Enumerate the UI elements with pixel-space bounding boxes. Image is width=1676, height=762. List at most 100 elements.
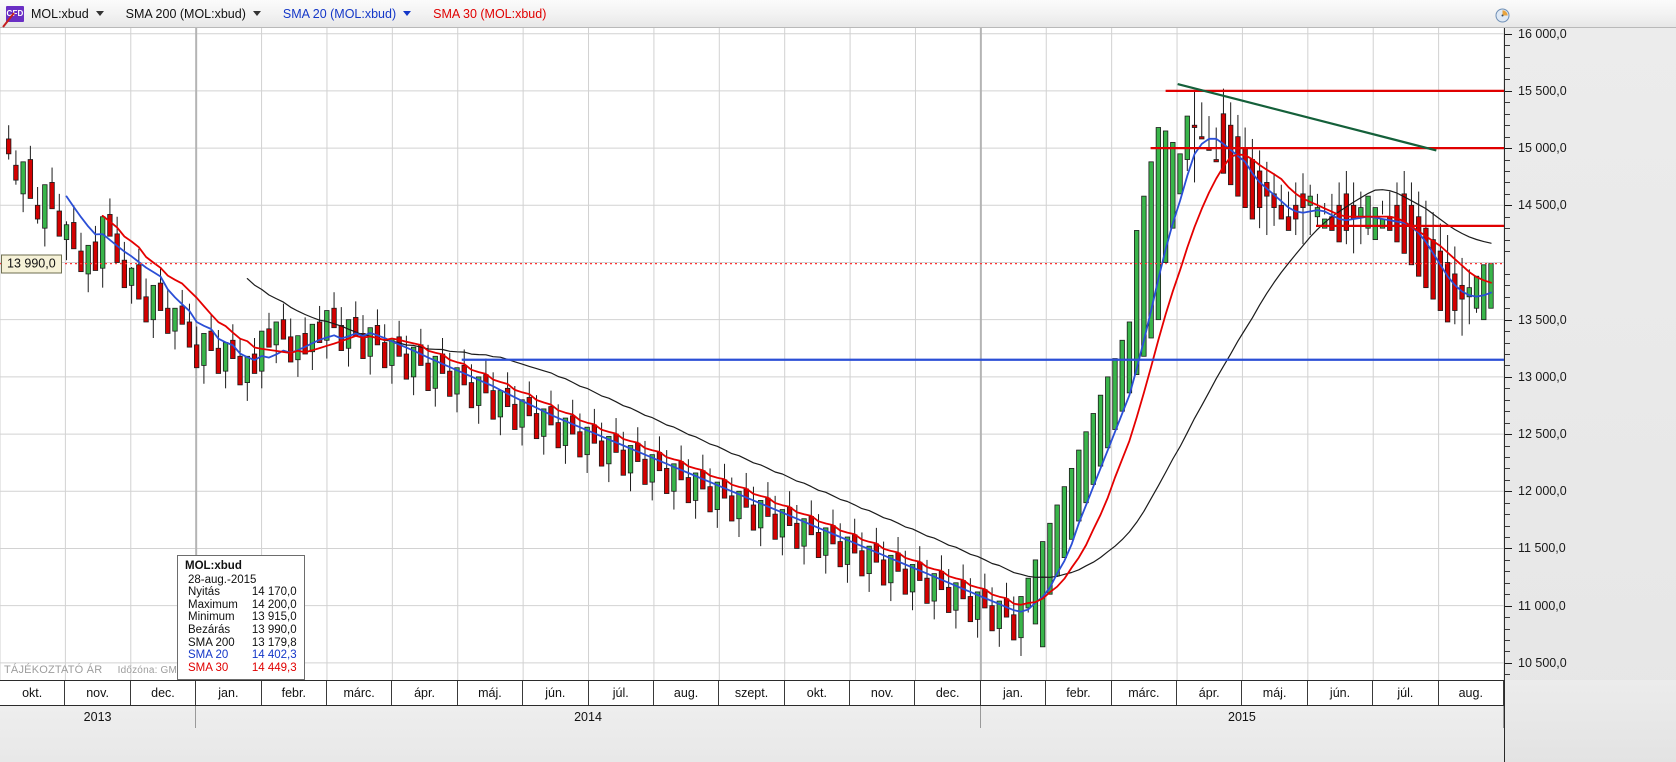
candle-body xyxy=(533,413,540,440)
candle-body xyxy=(6,138,12,155)
price-axis-minor-tick xyxy=(1505,674,1510,676)
candle-body xyxy=(1387,216,1393,231)
price-axis-minor-tick xyxy=(1505,617,1510,619)
candle-body xyxy=(1054,504,1060,577)
candle-body xyxy=(1336,204,1342,243)
chevron-down-icon[interactable] xyxy=(403,11,412,16)
candle-body xyxy=(476,376,482,406)
candle-body xyxy=(324,310,330,341)
candle-body xyxy=(627,445,634,474)
price-axis-minor-tick xyxy=(1505,628,1510,630)
candle-body xyxy=(1191,124,1198,128)
candle-body xyxy=(714,481,720,510)
candle-body xyxy=(121,259,128,289)
candle-body xyxy=(996,600,1002,629)
candle-body xyxy=(1322,218,1328,229)
month-label: okt. xyxy=(785,681,851,705)
symbol-selector[interactable]: CFD MOL:xbud xyxy=(6,5,104,22)
candle-body xyxy=(230,339,236,359)
price-axis-minor-tick xyxy=(1505,68,1510,70)
candle-body xyxy=(649,454,655,483)
current-price-flag: 13 990,0 xyxy=(1,254,62,274)
price-axis-minor-tick xyxy=(1505,136,1510,138)
month-label: okt. xyxy=(0,681,66,705)
candle-body xyxy=(1452,273,1458,311)
candle-body xyxy=(1358,207,1364,218)
candle-body xyxy=(20,161,26,195)
candle-body xyxy=(880,559,887,586)
price-axis-minor-tick xyxy=(1505,559,1510,561)
candle-body xyxy=(1278,204,1284,220)
candle-body xyxy=(946,586,952,613)
month-label: aug. xyxy=(654,681,720,705)
indicator-sma200[interactable]: SMA 200 (MOL:xbud) xyxy=(126,7,261,21)
quote-info-box: MOL:xbud 28-aug.-2015 Nyitás 14 170,0 Maxi… xyxy=(177,555,305,681)
quote-row: SMA 30 14 449,3 xyxy=(185,662,297,675)
candle-body xyxy=(1090,413,1096,485)
clock-icon[interactable] xyxy=(1495,8,1510,23)
month-label: jan. xyxy=(981,681,1047,705)
candle-body xyxy=(685,477,692,504)
candle-body xyxy=(909,564,916,593)
year-label: 2014 xyxy=(196,706,981,728)
candle-body xyxy=(259,330,265,372)
candle-body xyxy=(1314,207,1321,218)
candle-body xyxy=(620,449,626,476)
candle-body xyxy=(461,365,467,386)
quote-row: SMA 20 14 402,3 xyxy=(185,649,297,662)
candle-body xyxy=(237,355,243,386)
candle-body xyxy=(447,370,453,397)
candle-body xyxy=(1365,195,1371,229)
quote-row: Bezárás 13 990,0 xyxy=(185,624,297,637)
price-axis-minor-tick xyxy=(1505,422,1510,424)
time-axis[interactable]: okt. nov. dec. jan. febr. márc. ápr. máj. jún. jú… xyxy=(0,680,1504,762)
indicator-sma30-label: SMA 30 (MOL:xbud) xyxy=(433,6,547,21)
indicator-sma30[interactable]: SMA 30 (MOL:xbud) xyxy=(433,7,546,21)
annotation-trend-line[interactable] xyxy=(1177,82,1437,152)
candle-body xyxy=(1408,204,1415,266)
candle-body xyxy=(1228,124,1234,186)
candle-body xyxy=(1256,170,1263,208)
price-axis[interactable]: 16 000,0 15 500,0 15 000,0 14 500,0 13 500,0… xyxy=(1504,0,1676,762)
candle-body xyxy=(902,568,908,595)
axis-corner xyxy=(1504,680,1676,762)
candle-body xyxy=(201,333,207,366)
candle-body xyxy=(692,472,699,501)
price-axis-minor-tick xyxy=(1505,159,1510,161)
candle-body xyxy=(215,347,222,374)
candle-body xyxy=(360,333,366,359)
month-label: júl. xyxy=(1373,681,1439,705)
candle-body xyxy=(1473,275,1480,309)
candle-body xyxy=(794,522,800,549)
candle-body xyxy=(541,408,547,437)
candle-body xyxy=(512,403,518,430)
candle-body xyxy=(222,342,229,372)
candle-body xyxy=(403,353,410,380)
candle-body xyxy=(367,327,373,357)
price-axis-minor-tick xyxy=(1505,79,1510,81)
price-axis-minor-tick xyxy=(1505,251,1510,253)
indicator-sma20[interactable]: SMA 20 (MOL:xbud) xyxy=(283,7,412,21)
quote-row-key: Maximum xyxy=(188,598,238,611)
candle-body xyxy=(92,241,99,271)
candle-body xyxy=(801,518,807,547)
chevron-down-icon[interactable] xyxy=(252,11,261,16)
price-axis-minor-tick xyxy=(1505,45,1510,47)
symbol-label: MOL:xbud xyxy=(31,6,89,21)
quote-row-key: SMA 30 xyxy=(188,661,229,674)
candle-body xyxy=(42,184,48,229)
timezone-text: Időzóna: GMT xyxy=(117,665,184,676)
price-axis-minor-tick xyxy=(1505,308,1510,310)
chevron-down-icon[interactable] xyxy=(95,11,104,16)
candle-body xyxy=(396,336,402,357)
price-axis-minor-tick xyxy=(1505,228,1510,230)
quote-row-key: SMA 200 xyxy=(188,636,235,649)
price-axis-minor-tick xyxy=(1505,651,1510,653)
price-axis-minor-tick xyxy=(1505,388,1510,390)
price-axis-tick: 15 500,0 xyxy=(1505,84,1567,98)
price-axis-tick: 13 500,0 xyxy=(1505,313,1567,327)
candle-body xyxy=(1343,193,1350,231)
candle-body xyxy=(1105,376,1111,449)
month-label: jan. xyxy=(196,681,262,705)
